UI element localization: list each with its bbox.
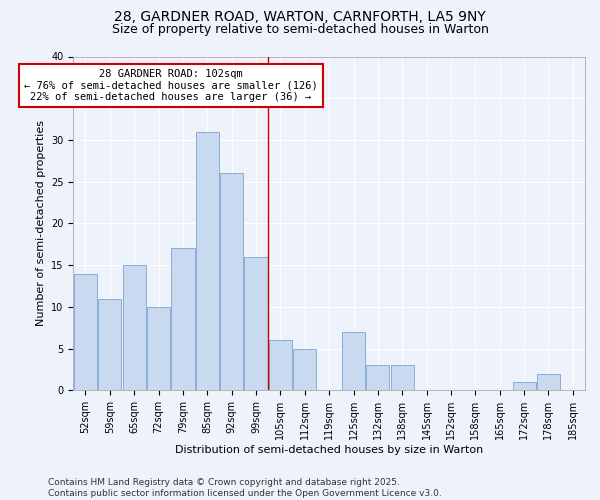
Bar [342,332,365,390]
Text: 28 GARDNER ROAD: 102sqm
← 76% of semi-detached houses are smaller (126)
22% of s: 28 GARDNER ROAD: 102sqm ← 76% of semi-de… [24,69,317,102]
Bar [512,382,536,390]
Bar [220,174,243,390]
Text: 28, GARDNER ROAD, WARTON, CARNFORTH, LA5 9NY: 28, GARDNER ROAD, WARTON, CARNFORTH, LA5… [114,10,486,24]
Bar [98,298,121,390]
Bar [122,265,146,390]
Bar [244,257,268,390]
Bar [172,248,194,390]
Bar [147,307,170,390]
Text: Contains HM Land Registry data © Crown copyright and database right 2025.
Contai: Contains HM Land Registry data © Crown c… [48,478,442,498]
Text: Size of property relative to semi-detached houses in Warton: Size of property relative to semi-detach… [112,22,488,36]
Bar [74,274,97,390]
Bar [537,374,560,390]
Y-axis label: Number of semi-detached properties: Number of semi-detached properties [35,120,46,326]
X-axis label: Distribution of semi-detached houses by size in Warton: Distribution of semi-detached houses by … [175,445,483,455]
Bar [367,366,389,390]
Bar [269,340,292,390]
Bar [196,132,219,390]
Bar [293,348,316,391]
Bar [391,366,414,390]
